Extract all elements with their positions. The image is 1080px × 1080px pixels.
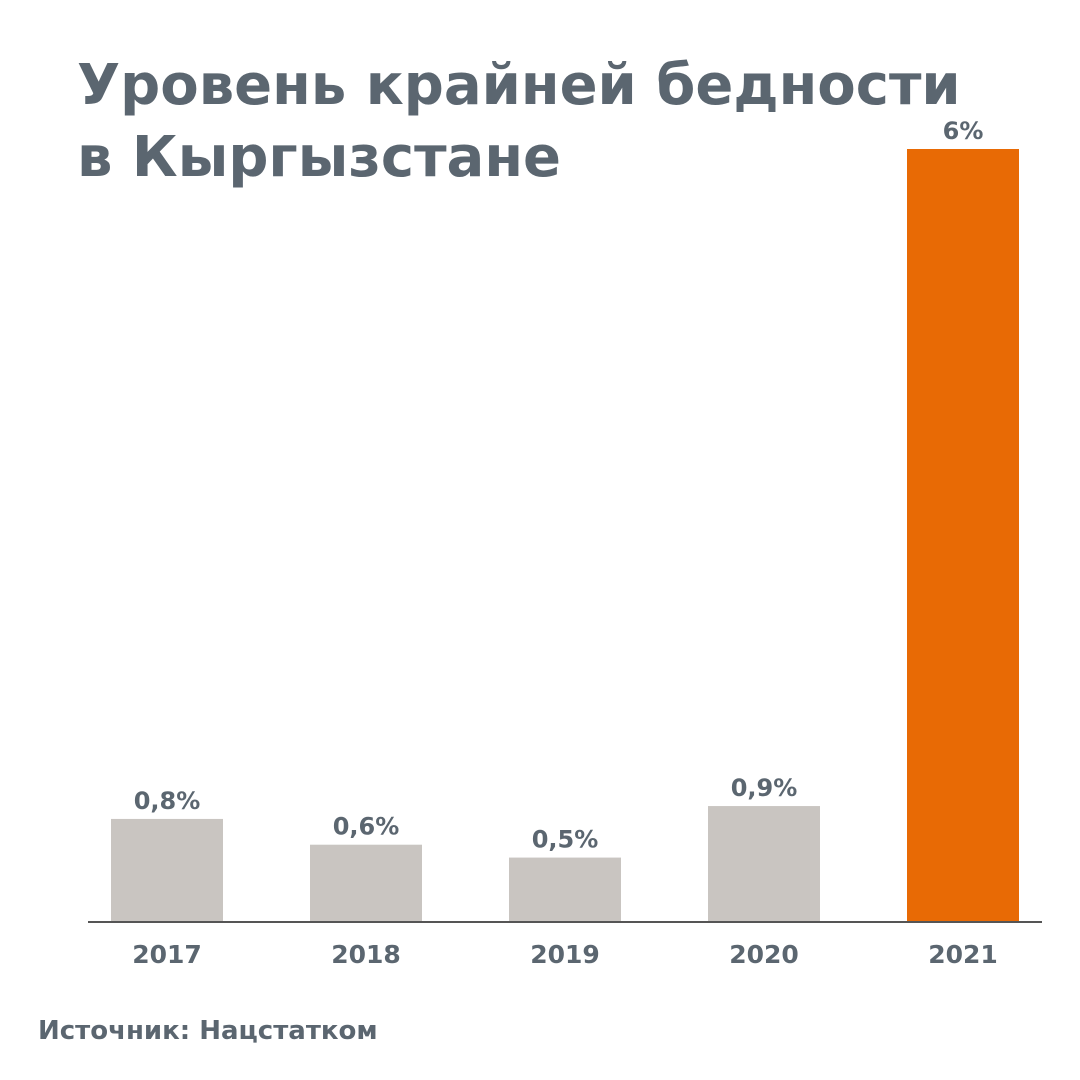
value-label-2020: 0,9% [731,774,798,802]
bar-2020 [708,806,820,922]
bars-group [111,149,1019,922]
x-tick-label-2017: 2017 [132,940,202,969]
chart-title: Уровень крайней бедности в Кыргызстане [77,53,961,190]
bar-2019 [509,857,621,922]
source-note: Источник: Нацстатком [38,1016,378,1046]
x-tick-label-2018: 2018 [331,940,401,969]
value-labels-group: 0,8% 0,6% 0,5% 0,9% 6% [134,117,984,854]
value-label-2018: 0,6% [333,813,400,841]
value-label-2017: 0,8% [134,787,201,815]
x-tick-label-2020: 2020 [729,940,799,969]
x-axis-labels-group: 2017 2018 2019 2020 2021 [132,940,998,969]
bar-2018 [310,844,422,922]
bar-2017 [111,818,223,922]
x-tick-label-2021: 2021 [928,940,998,969]
bar-2021 [907,149,1019,922]
value-label-2019: 0,5% [532,826,599,854]
value-label-2021: 6% [943,117,984,145]
x-tick-label-2019: 2019 [530,940,600,969]
